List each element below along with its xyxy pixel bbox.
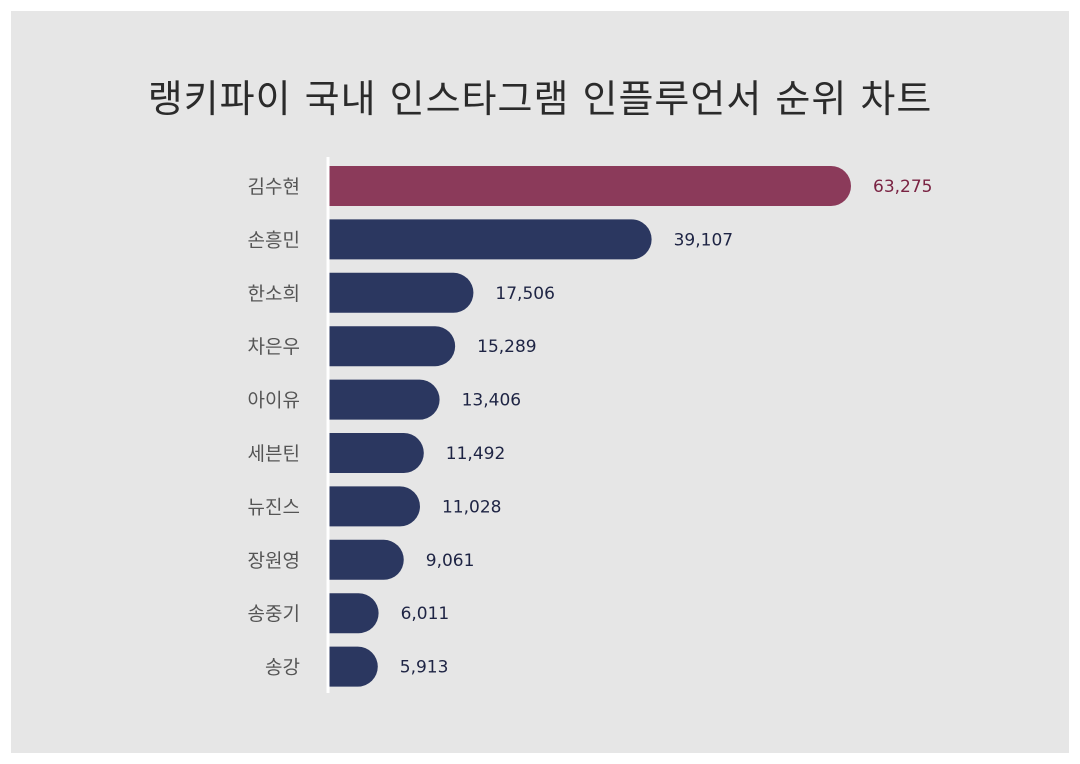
bar-2 <box>329 219 652 260</box>
value-label: 13,406 <box>462 391 521 411</box>
bar-5 <box>329 379 440 420</box>
bar-1 <box>329 166 851 206</box>
category-label: 차은우 <box>248 336 300 358</box>
category-label: 장원영 <box>248 550 300 572</box>
bar-10 <box>329 646 378 687</box>
value-label: 17,506 <box>495 284 554 304</box>
bar-8 <box>329 539 404 580</box>
bar-9 <box>329 593 379 634</box>
value-label: 63,275 <box>873 177 932 197</box>
value-label: 9,061 <box>426 551 475 571</box>
category-label: 송중기 <box>248 603 300 625</box>
value-label: 6,011 <box>401 604 450 624</box>
bars-group: 김수현 63,275 손흥민 39,107 한소희 17,506 차은우 15,289 아이유 1… <box>248 166 932 687</box>
bar-6 <box>329 433 424 473</box>
category-label: 한소희 <box>248 283 300 305</box>
category-label: 송강 <box>265 657 300 679</box>
value-label: 11,492 <box>446 444 505 464</box>
chart-background <box>11 11 1069 753</box>
category-label: 아이유 <box>248 390 300 412</box>
category-label: 뉴진스 <box>248 496 300 518</box>
value-label: 39,107 <box>674 230 733 250</box>
chart-title: 랭키파이 국내 인스타그램 인플루언서 순위 차트 <box>147 77 933 121</box>
value-label: 11,028 <box>442 497 501 517</box>
bar-4 <box>329 326 456 367</box>
category-label: 손흥민 <box>248 229 300 251</box>
bar-3 <box>329 272 474 313</box>
category-label: 세븐틴 <box>248 443 300 465</box>
value-label: 5,913 <box>400 658 449 678</box>
value-label: 15,289 <box>477 337 536 357</box>
category-label: 김수현 <box>248 176 300 198</box>
bar-7 <box>329 486 420 527</box>
